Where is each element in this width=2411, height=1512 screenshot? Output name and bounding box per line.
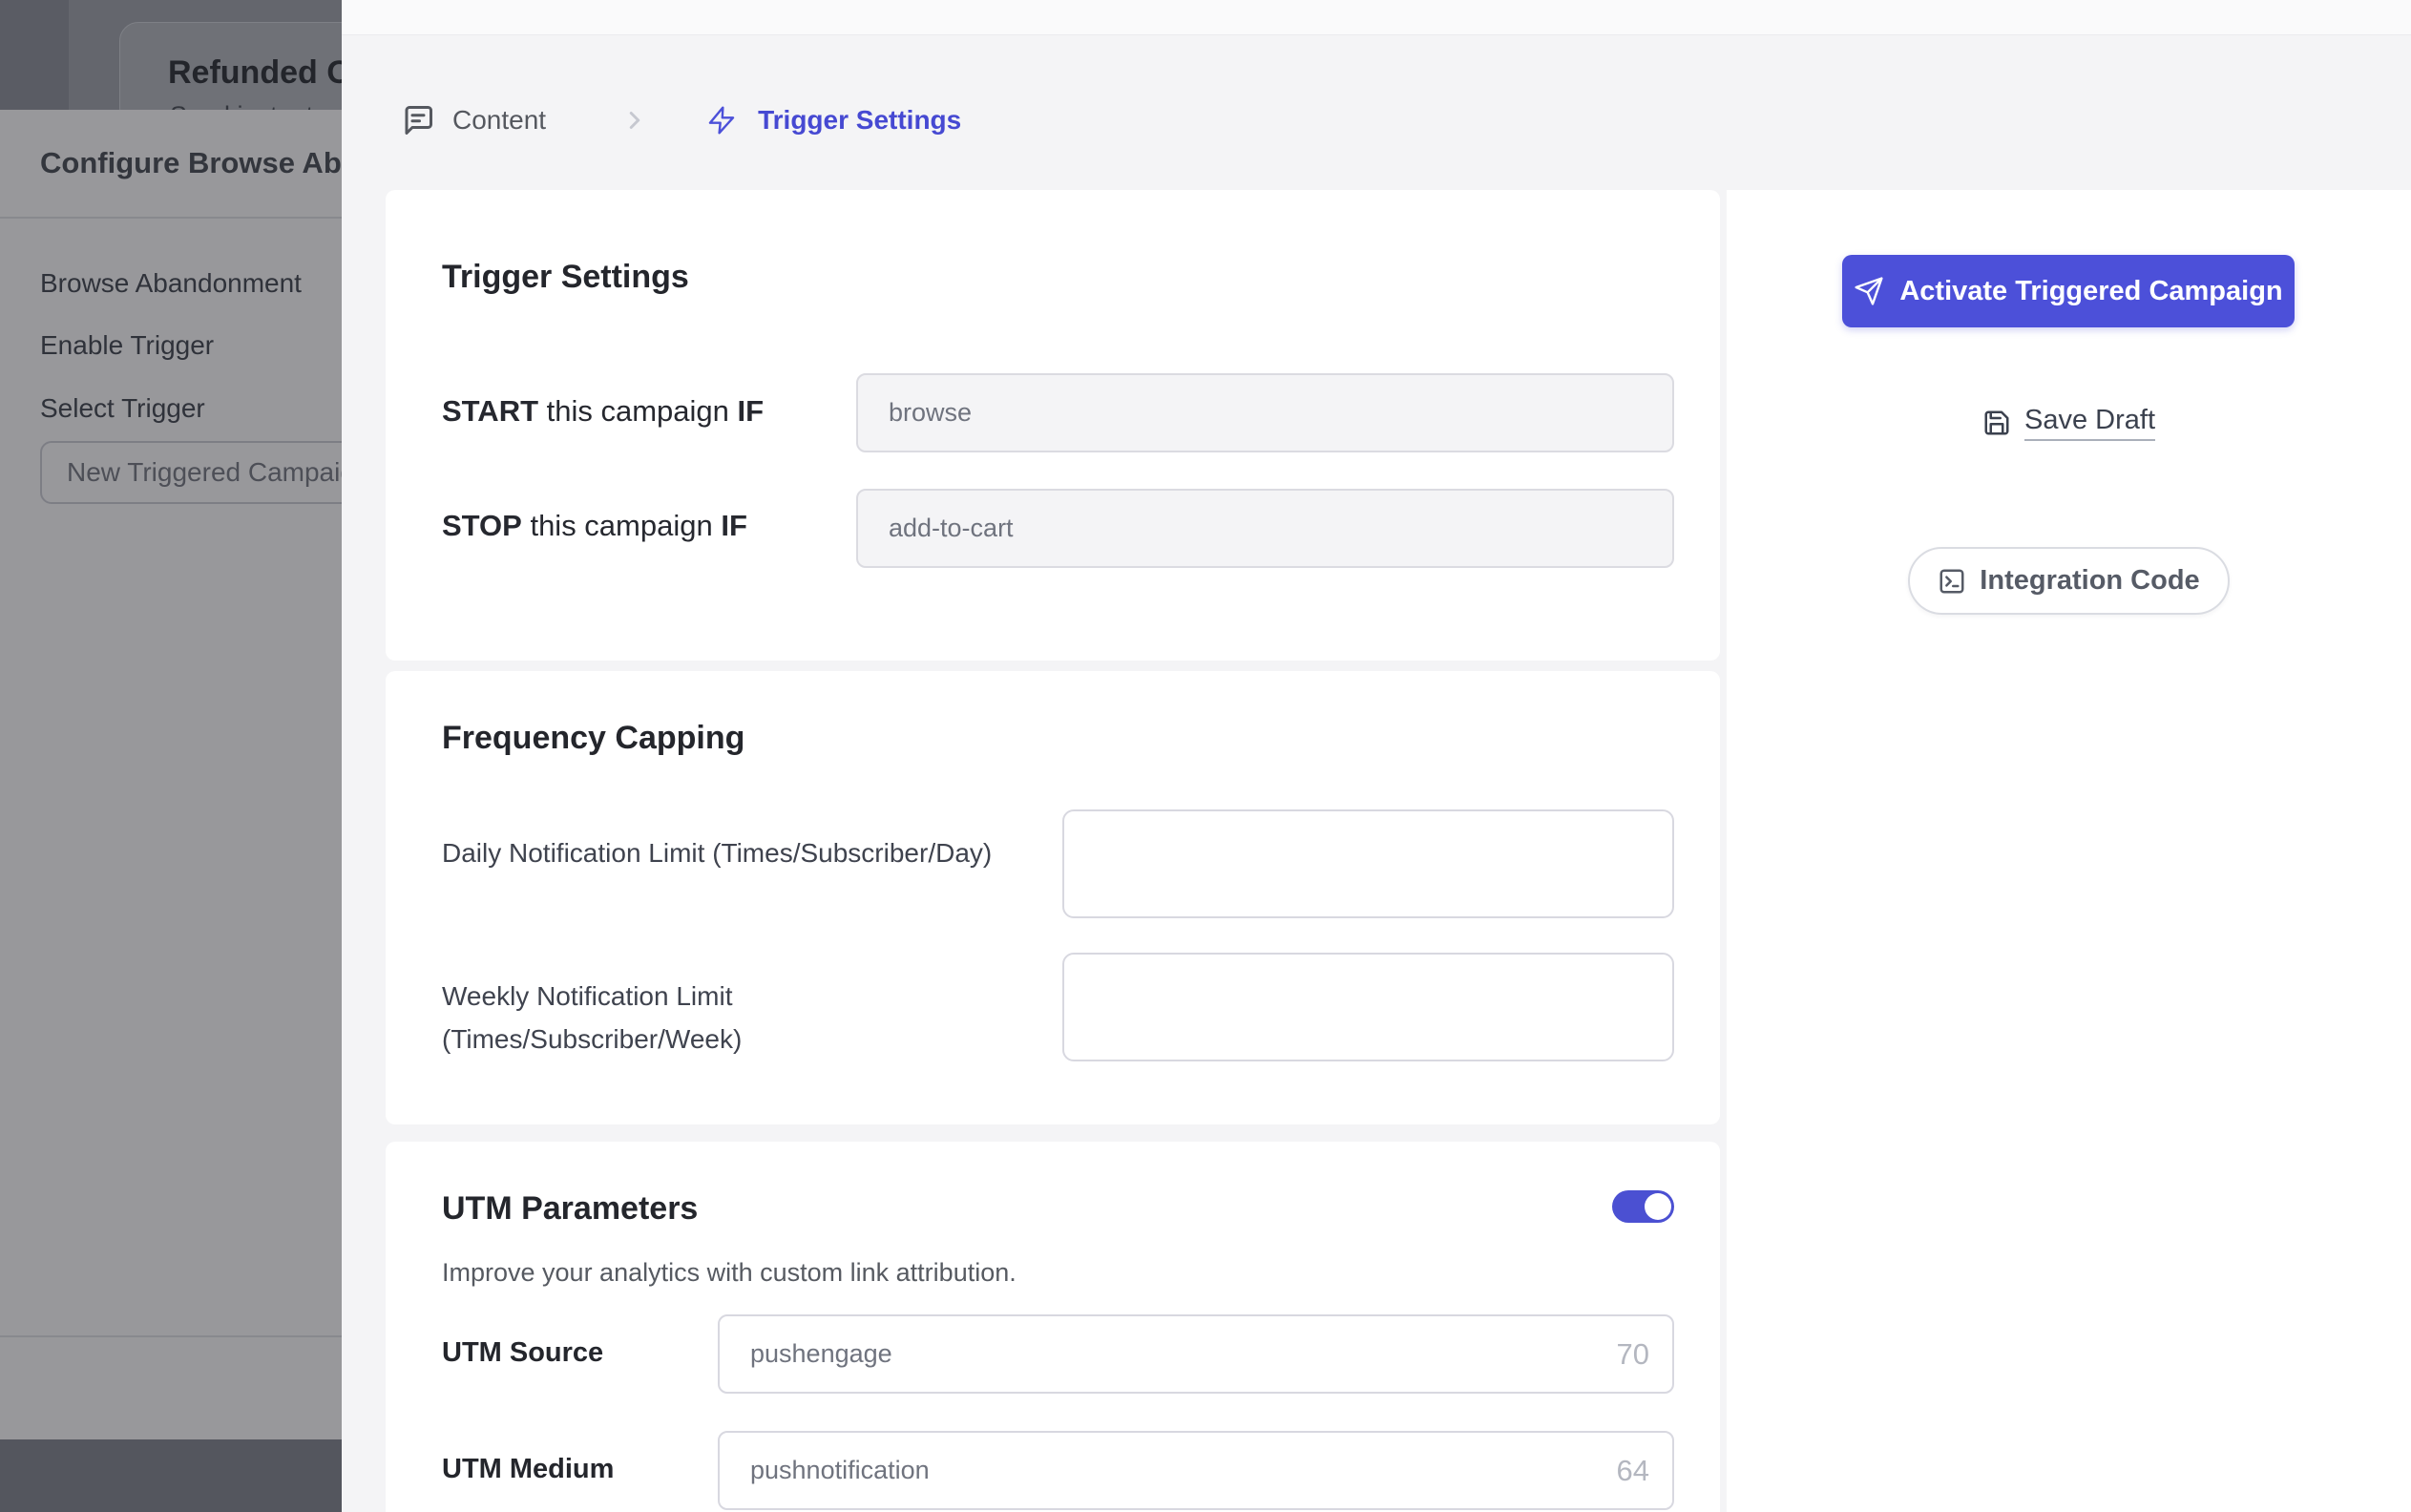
zap-icon [706, 105, 737, 136]
configure-modal-title: Configure Browse Aban [40, 146, 342, 179]
save-draft-link[interactable]: Save Draft [1727, 402, 2411, 444]
configure-modal: Configure Browse Aban Browse Abandonment… [0, 110, 342, 1439]
start-trigger-input[interactable] [856, 373, 1674, 452]
trigger-select-dropdown[interactable]: New Triggered Campaign [40, 441, 342, 504]
utm-toggle[interactable] [1612, 1190, 1674, 1223]
utm-source-field: 70 [718, 1314, 1674, 1394]
utm-medium-char-count: 64 [1616, 1453, 1649, 1487]
dimmed-overlay-region: Refunded Or Send instant no Configure Br… [0, 0, 342, 1512]
stop-mid: this campaign [521, 509, 722, 542]
activate-triggered-campaign-button[interactable]: Activate Triggered Campaign [1842, 255, 2295, 327]
utm-toggle-knob [1645, 1193, 1671, 1220]
modal-enable-trigger-label: Enable Trigger [40, 330, 215, 360]
modal-section-label: Browse Abandonment [40, 268, 302, 298]
utm-source-input[interactable] [718, 1314, 1674, 1394]
trigger-settings-card: Trigger Settings START this campaign IF … [386, 190, 1720, 661]
utm-medium-input[interactable] [718, 1431, 1674, 1510]
main-region: Content Trigger Settings Trigger Setting… [342, 0, 2411, 1512]
integration-code-button[interactable]: Integration Code [1908, 547, 2230, 615]
utm-description: Improve your analytics with custom link … [442, 1258, 1017, 1287]
weekly-limit-label: Weekly Notification Limit (Times/Subscri… [442, 981, 743, 1054]
action-panel: Activate Triggered Campaign Save Draft [1727, 190, 2411, 1512]
background-card-title: Refunded Or [168, 54, 342, 91]
utm-parameters-card: UTM Parameters Improve your analytics wi… [386, 1142, 1720, 1512]
utm-parameters-heading: UTM Parameters [442, 1190, 699, 1227]
breadcrumb-content-tab[interactable]: Content [452, 105, 547, 135]
chevron-right-icon [620, 106, 649, 135]
frequency-capping-heading: Frequency Capping [442, 720, 745, 756]
start-mid: this campaign [538, 394, 738, 428]
top-band [342, 0, 2411, 35]
integration-code-label: Integration Code [1980, 565, 2200, 596]
dimmed-sidebar-strip [0, 0, 69, 113]
save-draft-label: Save Draft [2024, 405, 2155, 441]
stop-if: IF [721, 509, 747, 542]
trigger-settings-heading: Trigger Settings [442, 259, 689, 295]
utm-source-char-count: 70 [1616, 1336, 1649, 1371]
dimmed-page-bottom [0, 1439, 342, 1512]
background-campaign-card: Refunded Or Send instant no [119, 22, 342, 130]
utm-medium-label: UTM Medium [442, 1454, 615, 1484]
modal-select-trigger-label: Select Trigger [40, 393, 205, 423]
daily-limit-input[interactable] [1062, 809, 1674, 918]
modal-header-divider [0, 217, 342, 219]
trigger-select-value: New Triggered Campaign [67, 457, 342, 487]
stop-trigger-input[interactable] [856, 489, 1674, 568]
start-bold: START [442, 394, 539, 428]
stop-campaign-label: STOP this campaign IF [442, 507, 747, 545]
send-icon [1854, 276, 1884, 306]
floppy-disk-icon [1982, 409, 2011, 437]
stop-bold: STOP [442, 509, 522, 542]
terminal-icon [1938, 567, 1966, 596]
daily-limit-label: Daily Notification Limit (Times/Subscrib… [442, 838, 993, 868]
breadcrumb: Content Trigger Settings [401, 95, 961, 145]
frequency-capping-card: Frequency Capping Daily Notification Lim… [386, 671, 1720, 1124]
start-if: IF [737, 394, 765, 428]
weekly-limit-input[interactable] [1062, 953, 1674, 1061]
start-campaign-label: START this campaign IF [442, 392, 764, 430]
breadcrumb-trigger-settings-tab[interactable]: Trigger Settings [758, 105, 962, 135]
utm-source-label: UTM Source [442, 1337, 604, 1368]
message-square-icon [401, 103, 435, 137]
modal-footer-divider [0, 1335, 342, 1337]
utm-medium-field: 64 [718, 1431, 1674, 1510]
activate-button-label: Activate Triggered Campaign [1899, 275, 2283, 306]
